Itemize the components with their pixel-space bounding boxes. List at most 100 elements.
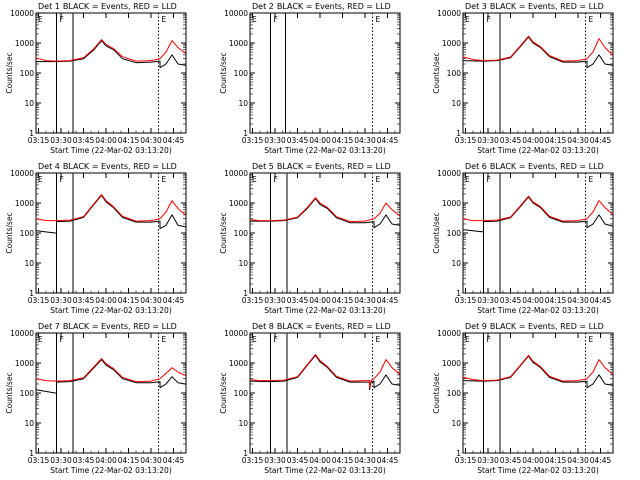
plot-frame (249, 332, 401, 454)
x-tick-label: 04:15 (332, 296, 354, 305)
y-tick-label: 1 (456, 449, 461, 458)
plot-frame (35, 172, 187, 294)
plot-frame (462, 332, 614, 454)
x-tick-label: 04:45 (377, 456, 399, 465)
flag-label: F (487, 15, 491, 24)
y-tick-label: 10000 (224, 169, 248, 178)
plot-frame (35, 12, 187, 134)
x-tick-label: 04:30 (140, 136, 162, 145)
y-tick-label: 10000 (10, 329, 34, 338)
x-tick-label: 04:45 (377, 136, 399, 145)
y-tick-label: 100 (20, 69, 35, 78)
plot-frame (462, 172, 614, 294)
flag-label: E (376, 15, 381, 24)
y-axis-label: Counts/sec (432, 212, 441, 253)
legend-text: BLACK = Events, RED = LLD (63, 162, 177, 171)
y-axis-label: Counts/sec (432, 52, 441, 93)
x-tick-label: 04:15 (332, 136, 354, 145)
x-tick-label: 03:15 (28, 296, 50, 305)
x-tick-label: 04:00 (95, 136, 117, 145)
x-tick-label: 04:00 (95, 296, 117, 305)
x-tick-label: 03:15 (242, 296, 264, 305)
x-tick-label: 04:30 (140, 296, 162, 305)
x-tick-label: 04:30 (140, 456, 162, 465)
x-tick-label: 04:45 (163, 296, 185, 305)
flag-label: F (274, 335, 278, 344)
y-tick-label: 100 (447, 229, 462, 238)
y-axis-label: Counts/sec (219, 372, 228, 413)
detector-panel: Det 3 BLACK = Events, RED = LLD 1 10 100 1000… (432, 2, 614, 155)
x-tick-label: 03:30 (477, 456, 499, 465)
x-tick-label: 04:00 (522, 296, 544, 305)
y-tick-label: 1 (243, 449, 248, 458)
y-axis-label: Counts/sec (5, 212, 14, 253)
detector-name: Det 8 (252, 322, 274, 331)
y-tick-label: 1000 (229, 359, 248, 368)
legend-text: BLACK = Events, RED = LLD (277, 2, 391, 11)
y-axis-label: Counts/sec (5, 52, 14, 93)
x-axis-label: Start Time (22-Mar-02 03:13:20) (264, 466, 386, 475)
panel-title: Det 1 BLACK = Events, RED = LLD (38, 2, 177, 11)
detector-name: Det 7 (38, 322, 60, 331)
flag-label: E (162, 15, 167, 24)
x-tick-label: 03:45 (287, 136, 309, 145)
x-tick-label: 03:30 (50, 136, 72, 145)
event-rate-line (35, 194, 186, 234)
detector-panel: Det 4 BLACK = Events, RED = LLD 1 10 100 1000… (5, 162, 187, 315)
y-tick-label: 1 (243, 289, 248, 298)
flag-label: E (252, 175, 257, 184)
detector-name: Det 5 (252, 162, 274, 171)
x-axis-label: Start Time (22-Mar-02 03:13:20) (264, 146, 386, 155)
y-tick-label: 10000 (437, 169, 461, 178)
x-tick-label: 03:45 (73, 136, 95, 145)
x-tick-label: 03:15 (455, 296, 477, 305)
x-tick-label: 03:45 (500, 456, 522, 465)
x-tick-label: 04:45 (590, 456, 612, 465)
flag-label: E (589, 15, 594, 24)
y-axis-label: Counts/sec (432, 372, 441, 413)
plot-frame (462, 12, 614, 134)
y-tick-label: 10 (451, 259, 461, 268)
x-axis-label: Start Time (22-Mar-02 03:13:20) (50, 306, 172, 315)
y-tick-label: 10000 (224, 329, 248, 338)
x-tick-label: 03:45 (73, 296, 95, 305)
event-rate-line (35, 359, 186, 394)
y-tick-label: 10 (451, 99, 461, 108)
lld-rate-line (462, 195, 613, 222)
x-tick-label: 04:00 (309, 296, 331, 305)
lld-rate-line (462, 354, 613, 382)
event-rate-line (249, 354, 400, 391)
detector-panel: Det 9 BLACK = Events, RED = LLD 1 10 100 1000… (432, 322, 614, 475)
x-tick-label: 03:15 (455, 456, 477, 465)
event-rate-line (249, 198, 400, 229)
x-tick-label: 04:30 (567, 456, 589, 465)
x-axis-label: Start Time (22-Mar-02 03:13:20) (477, 306, 599, 315)
y-tick-label: 1000 (229, 199, 248, 208)
legend-text: BLACK = Events, RED = LLD (277, 322, 391, 331)
panel-title: Det 7 BLACK = Events, RED = LLD (38, 322, 177, 331)
y-tick-label: 10000 (10, 9, 34, 18)
x-tick-label: 03:30 (264, 456, 286, 465)
flag-label: E (38, 175, 43, 184)
event-rate-line (462, 196, 613, 233)
detector-panel: Det 8 BLACK = Events, RED = LLD 1 10 100 1000… (219, 322, 401, 475)
x-tick-label: 04:30 (354, 296, 376, 305)
detector-panel: Det 5 BLACK = Events, RED = LLD 1 10 100 1000… (219, 162, 401, 315)
x-tick-label: 04:00 (309, 456, 331, 465)
x-tick-label: 03:15 (28, 136, 50, 145)
panel-title: Det 8 BLACK = Events, RED = LLD (252, 322, 391, 331)
x-tick-label: 03:30 (50, 456, 72, 465)
flag-label: F (274, 175, 278, 184)
y-tick-label: 1 (243, 129, 248, 138)
y-tick-label: 100 (447, 69, 462, 78)
flag-label: F (487, 175, 491, 184)
x-axis-label: Start Time (22-Mar-02 03:13:20) (477, 146, 599, 155)
detector-panel: Det 2 BLACK = Events, RED = LLD 1 10 100 1000… (219, 2, 401, 155)
x-axis-label: Start Time (22-Mar-02 03:13:20) (477, 466, 599, 475)
y-tick-label: 10000 (437, 329, 461, 338)
y-tick-label: 10 (238, 419, 248, 428)
x-tick-label: 04:45 (590, 136, 612, 145)
y-tick-label: 100 (20, 229, 35, 238)
legend-text: BLACK = Events, RED = LLD (490, 162, 604, 171)
x-axis-label: Start Time (22-Mar-02 03:13:20) (264, 306, 386, 315)
